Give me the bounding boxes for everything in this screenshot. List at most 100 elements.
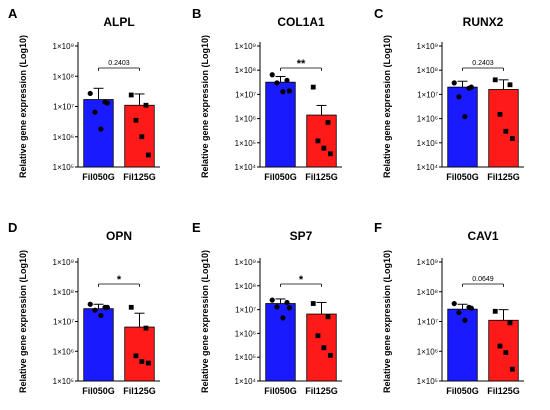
y-tick-label: 1×10⁷ [235,90,256,99]
y-tick-label: 1×10⁷ [53,318,74,327]
chart-title: CAV1 [467,229,498,243]
chart-title: ALPL [103,15,134,29]
y-tick-label: 1×10⁵ [417,139,438,148]
data-point [139,134,145,140]
data-point [492,77,498,83]
panel-letter: B [192,6,201,21]
data-point [456,309,462,316]
significance-label: 0.2403 [108,60,130,67]
data-point [128,92,134,98]
panel-a: A ALPL Relative gene expression (Log10) 1×1… [8,6,160,182]
data-point [286,88,292,94]
y-tick-label: 1×10⁵ [235,139,256,148]
panel-f: F CAV1 Relative gene expression (Log10) 1×1… [374,220,524,396]
data-point [451,80,457,86]
data-point [269,72,275,78]
data-point [286,305,292,311]
y-tick-label: 1×10⁴ [417,163,439,172]
y-axis-label: Relative gene expression (Log10) [382,250,392,393]
chart-title: OPN [106,229,132,243]
x-tick-label: Fil125G [305,172,338,182]
significance-label: * [299,274,304,286]
data-point [321,145,327,151]
data-point [468,84,474,90]
data-point [92,307,98,313]
data-point [325,119,331,125]
data-point [507,82,513,88]
data-point [462,114,468,120]
y-tick-label: 1×10⁹ [417,258,438,267]
y-tick-label: 1×10⁹ [417,42,438,51]
data-point [497,111,503,117]
significance-label: * [117,274,122,286]
y-tick-label: 1×10⁶ [417,115,438,124]
panel-letter: D [8,220,17,235]
data-point [321,345,327,351]
significance-label: ** [297,58,306,70]
x-tick-label: Fil050G [264,172,297,182]
y-tick-label: 1×10⁵ [53,377,74,386]
data-point [87,301,93,307]
bar-fil050g [83,308,114,382]
y-tick-label: 1×10⁹ [53,258,74,267]
data-point [492,308,498,314]
data-point [451,300,457,307]
data-point [507,320,513,326]
y-tick-label: 1×10⁷ [417,318,438,327]
panel-letter: F [374,220,382,235]
data-point [143,325,149,331]
x-tick-label: Fil050G [446,172,479,182]
data-point [274,304,280,310]
panel-d: D OPN Relative gene expression (Log10) 1×10… [8,220,160,396]
y-tick-label: 1×10⁵ [235,353,256,362]
data-point [145,152,151,158]
data-point [327,352,333,358]
y-tick-label: 1×10⁶ [417,347,438,356]
y-tick-label: 1×10⁶ [235,115,256,124]
y-axis-label: Relative gene expression (Log10) [200,250,210,393]
bar-fil050g [265,303,296,382]
data-point [325,314,331,320]
y-tick-label: 1×10⁹ [235,258,256,267]
data-point [133,117,139,123]
panel-c: C RUNX2 Relative gene expression (Log10) 1×… [374,6,524,182]
x-tick-label: Fil125G [487,386,520,396]
y-tick-label: 1×10⁵ [417,377,438,386]
x-tick-label: Fil125G [487,172,520,182]
y-tick-label: 1×10⁸ [53,72,74,81]
data-point [462,317,468,323]
data-point [280,315,286,321]
data-point [143,102,149,108]
y-tick-label: 1×10⁹ [235,42,256,51]
data-point [315,138,321,144]
y-axis-label: Relative gene expression (Log10) [18,250,28,393]
bar-fil125g [488,89,519,168]
y-tick-label: 1×10⁷ [417,90,438,99]
data-point [274,80,280,86]
y-axis-label: Relative gene expression (Log10) [200,35,210,178]
data-point [87,90,93,97]
x-tick-label: Fil050G [82,386,115,396]
bar-fil050g [265,81,296,168]
y-tick-label: 1×10⁹ [53,42,74,51]
data-point [128,304,134,310]
panel-b: B COL1A1 Relative gene expression (Log10) 1… [192,6,342,182]
y-tick-label: 1×10⁸ [235,282,256,291]
y-tick-label: 1×10⁶ [53,133,74,142]
data-point [98,126,104,132]
data-point [315,333,321,339]
data-point [503,128,509,134]
bar-fil125g [306,114,337,168]
y-axis-label: Relative gene expression (Log10) [18,35,28,178]
y-tick-label: 1×10⁶ [235,329,256,338]
y-tick-label: 1×10⁴ [235,377,257,386]
y-tick-label: 1×10⁶ [53,347,74,356]
data-point [133,353,139,359]
x-tick-label: Fil050G [264,386,297,396]
x-tick-label: Fil050G [82,172,115,182]
y-axis-label: Relative gene expression (Log10) [382,35,392,178]
x-tick-label: Fil125G [123,386,156,396]
data-point [280,89,286,95]
bar-fil050g [83,99,114,168]
x-tick-label: Fil125G [305,386,338,396]
